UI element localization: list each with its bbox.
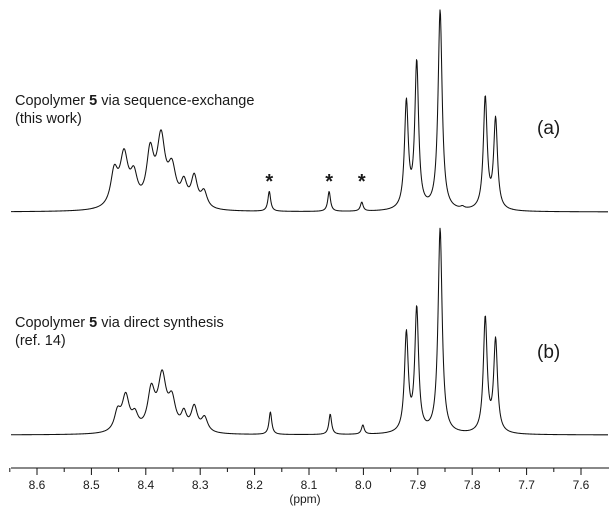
caption-b-compound-number: 5 xyxy=(89,315,97,331)
caption-a-line2: (this work) xyxy=(15,111,82,127)
x-tick-label: 7.9 xyxy=(409,478,426,492)
x-tick-label: 8.0 xyxy=(355,478,372,492)
caption-b-suffix: via direct synthesis xyxy=(97,315,224,331)
caption-b-line1: Copolymer 5 via direct synthesis xyxy=(15,315,224,331)
x-axis-ticks: 8.6 8.5 8.4 8.3 8.2 8.1 8.0 7.9 7.8 7.7 7.6 xyxy=(9,468,590,492)
impurity-star-1: * xyxy=(265,171,273,193)
x-tick-label: 8.4 xyxy=(137,478,154,492)
caption-b-prefix: Copolymer xyxy=(15,315,89,331)
x-tick-label: 8.5 xyxy=(83,478,100,492)
caption-a-prefix: Copolymer xyxy=(15,93,89,109)
spectrum-b-trace xyxy=(10,227,609,436)
panel-a: Copolymer 5 via sequence-exchange (this … xyxy=(10,9,609,213)
impurity-star-2: * xyxy=(325,171,333,193)
x-tick-label: 7.8 xyxy=(464,478,481,492)
caption-a-line1: Copolymer 5 via sequence-exchange xyxy=(15,93,254,109)
x-tick-label: 8.1 xyxy=(301,478,318,492)
x-tick-label: 7.7 xyxy=(518,478,535,492)
x-tick-label: 8.2 xyxy=(246,478,263,492)
panel-b: Copolymer 5 via direct synthesis (ref. 1… xyxy=(10,227,609,436)
x-tick-label: 7.6 xyxy=(573,478,590,492)
x-axis: 8.6 8.5 8.4 8.3 8.2 8.1 8.0 7.9 7.8 7.7 7.6 (ppm) xyxy=(9,467,609,506)
caption-a-compound-number: 5 xyxy=(89,93,97,109)
caption-b-line2: (ref. 14) xyxy=(15,333,66,349)
panel-tag-b: (b) xyxy=(537,342,560,363)
x-tick-label: 8.3 xyxy=(192,478,209,492)
impurity-star-3: * xyxy=(358,171,366,193)
x-axis-title: (ppm) xyxy=(289,492,320,506)
spectrum-a-trace xyxy=(10,9,609,213)
caption-a-suffix: via sequence-exchange xyxy=(97,93,254,109)
x-tick-label: 8.6 xyxy=(29,478,46,492)
panel-tag-a: (a) xyxy=(537,118,560,139)
